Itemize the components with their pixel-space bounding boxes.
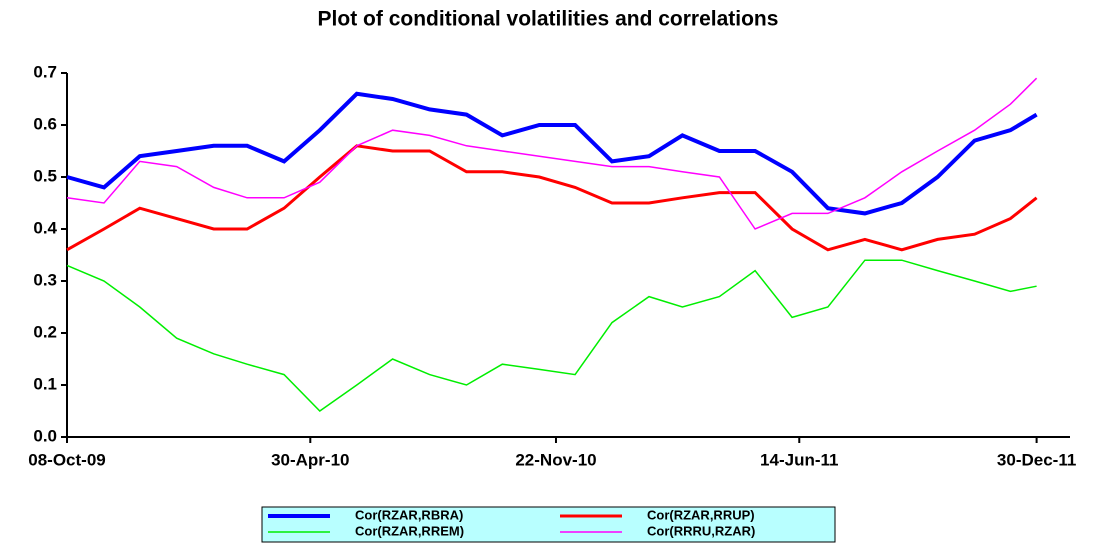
x-tick-label: 14-Jun-11 bbox=[760, 450, 838, 469]
series-line bbox=[66, 259, 1037, 412]
legend-label: Cor(RZAR,RRUP) bbox=[647, 507, 755, 522]
y-tick-label: 0.7 bbox=[33, 62, 57, 81]
y-tick-label: 0.2 bbox=[33, 322, 57, 341]
x-tick-label: 30-Apr-10 bbox=[271, 450, 349, 469]
y-tick-label: 0.6 bbox=[33, 114, 57, 133]
legend-label: Cor(RZAR,RREM) bbox=[355, 523, 464, 538]
y-tick-label: 0.1 bbox=[33, 374, 57, 393]
x-tick-label: 08-Oct-09 bbox=[28, 450, 105, 469]
x-tick-label: 30-Dec-11 bbox=[997, 450, 1076, 469]
legend-label: Cor(RRRU,RZAR) bbox=[647, 523, 755, 538]
legend-box bbox=[261, 506, 836, 543]
y-tick-label: 0.3 bbox=[33, 270, 57, 289]
series-line bbox=[66, 144, 1038, 252]
x-tick-label: 22-Nov-10 bbox=[515, 450, 596, 469]
series-line bbox=[66, 77, 1038, 230]
chart-title: Plot of conditional volatilities and cor… bbox=[318, 8, 779, 31]
legend-label: Cor(RZAR,RBRA) bbox=[355, 507, 463, 522]
series-line bbox=[66, 91, 1038, 216]
y-tick-label: 0.4 bbox=[33, 218, 57, 237]
y-tick-label: 0.0 bbox=[33, 426, 57, 445]
y-tick-label: 0.5 bbox=[33, 166, 57, 185]
